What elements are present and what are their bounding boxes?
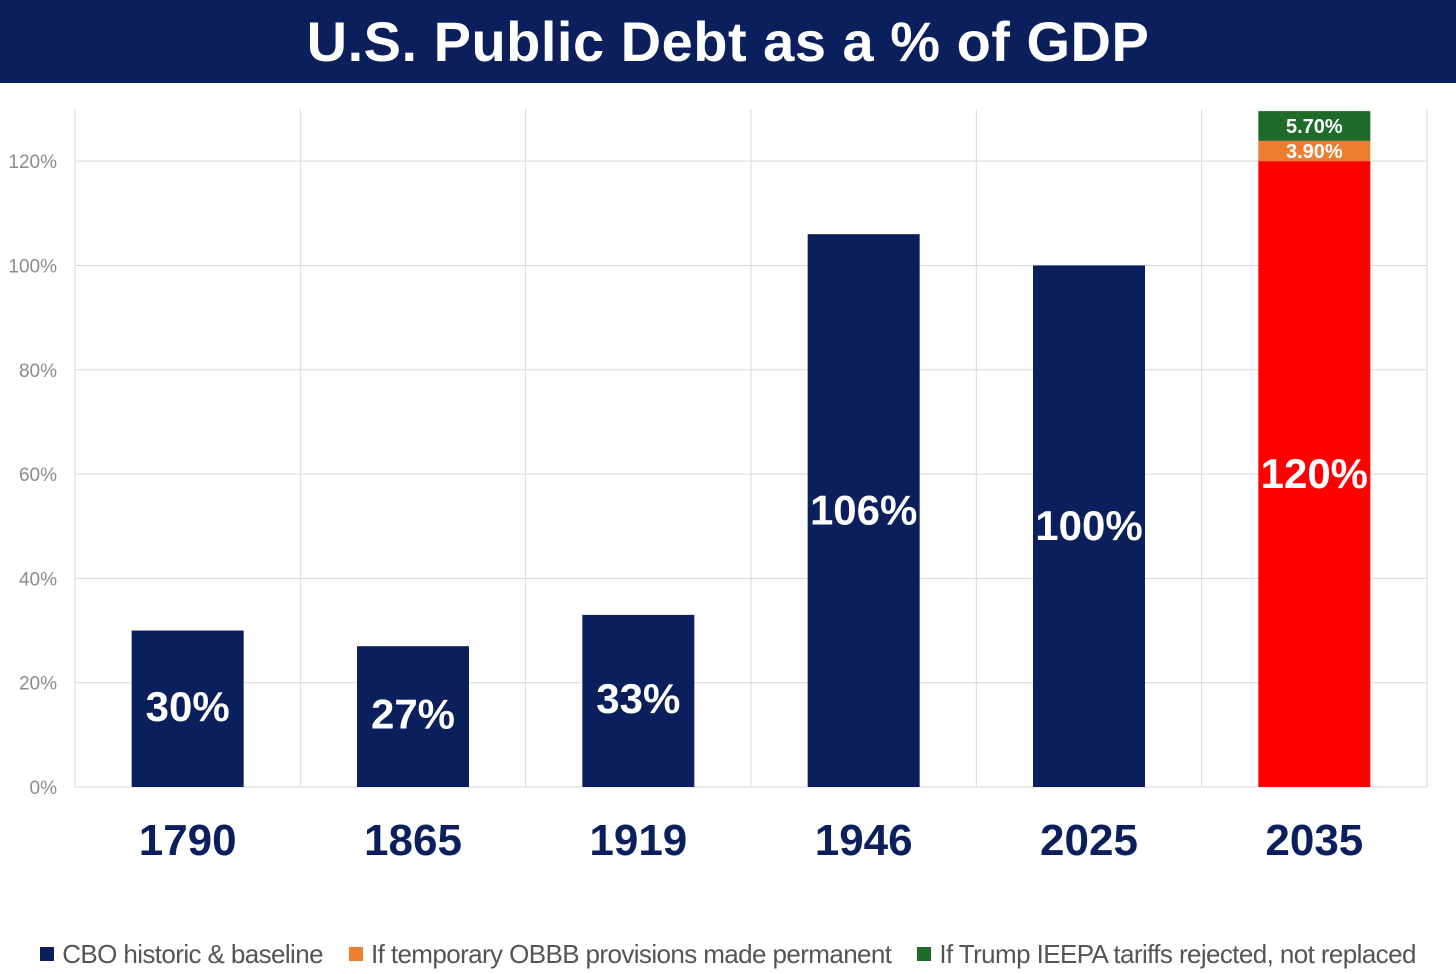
bar-2035-tariffs	[1258, 111, 1371, 141]
legend-label-cbo: CBO historic & baseline	[62, 938, 323, 969]
bar-2025-baseline	[1033, 265, 1145, 787]
y-tick-label: 120%	[8, 152, 57, 173]
bar-1865-baseline	[357, 646, 469, 787]
y-tick-label: 20%	[19, 674, 57, 695]
legend-item-obbb: If temporary OBBB provisions made perman…	[348, 938, 892, 970]
legend-swatch-cbo	[40, 947, 55, 961]
bar-label-1865: 27%	[371, 691, 455, 738]
bar-label-2035: 120%	[1261, 450, 1368, 497]
x-tick-label-2035: 2035	[1265, 816, 1363, 865]
legend-label-tariffs: If Trump IEEPA tariffs rejected, not rep…	[939, 938, 1416, 969]
legend-swatch-tariffs	[917, 947, 932, 961]
legend-swatch-obbb	[348, 947, 363, 961]
bar-label-1919: 33%	[596, 675, 680, 722]
legend-item-cbo: CBO historic & baseline	[40, 938, 324, 970]
bar-label-2035-obbb: 3.90%	[1286, 141, 1343, 163]
bar-1919-baseline	[582, 614, 695, 787]
bar-1790-baseline	[131, 630, 244, 787]
legend: CBO historic & baseline If temporary OBB…	[0, 936, 1456, 972]
chart-title: U.S. Public Debt as a % of GDP	[0, 0, 1456, 83]
x-tick-label-1919: 1919	[589, 816, 687, 865]
legend-item-tariffs: If Trump IEEPA tariffs rejected, not rep…	[917, 938, 1416, 970]
x-tick-label-1946: 1946	[815, 816, 913, 865]
bar-chart: 0% 20% 40% 60% 80% 100% 120% 30% 1790 27% 1865 33% 1…	[8, 109, 1428, 865]
bar-2035-baseline	[1258, 161, 1371, 788]
bar-label-2035-tariffs: 5.70%	[1286, 116, 1343, 138]
y-tick-label: 40%	[19, 569, 57, 590]
x-tick-label-1865: 1865	[364, 816, 462, 865]
bar-label-1790: 30%	[146, 683, 230, 730]
bar-label-2025: 100%	[1035, 502, 1142, 549]
bar-label-1946: 106%	[810, 487, 917, 534]
y-tick-label: 100%	[8, 256, 57, 277]
bar-2035-obbb	[1258, 140, 1371, 162]
y-tick-label: 0%	[30, 778, 58, 799]
x-tick-label-1790: 1790	[139, 816, 237, 865]
bar-1946-baseline	[807, 234, 920, 787]
y-tick-label: 60%	[19, 465, 57, 486]
x-tick-label-2025: 2025	[1040, 816, 1138, 865]
legend-label-obbb: If temporary OBBB provisions made perman…	[370, 938, 892, 969]
y-tick-label: 80%	[19, 361, 57, 382]
